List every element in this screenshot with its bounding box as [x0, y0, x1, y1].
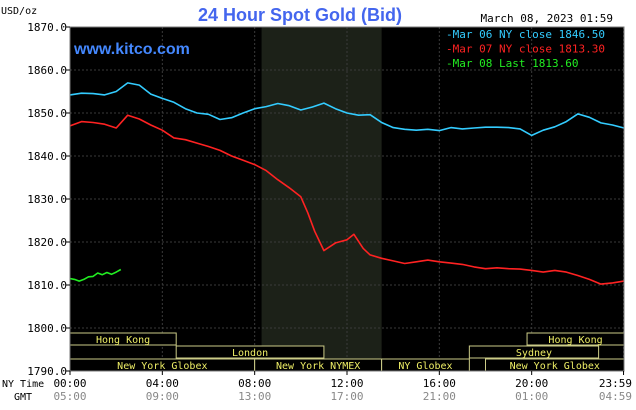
session-bar	[468, 345, 600, 359]
legend: -Mar 06 NY close 1846.50 -Mar 07 NY close…	[446, 28, 605, 70]
watermark: www.kitco.com	[73, 41, 190, 58]
y-tick-label: 1820.0	[27, 236, 67, 249]
y-tick-label: 1790.0	[27, 365, 67, 378]
session-label: New York Globex	[510, 361, 600, 372]
x-tick-label-ny: 00:00	[53, 377, 86, 390]
session-label: Hong Kong	[548, 335, 602, 346]
legend-entry: -Mar 07 NY close 1813.30	[446, 43, 605, 56]
session-bar	[175, 345, 325, 359]
x-tick-label-ny: 16:00	[423, 377, 456, 390]
timestamp: March 08, 2023 01:59	[481, 12, 613, 25]
x-tick-label-gmt: 09:00	[146, 390, 179, 403]
axes: 1870.0 1860.0 1850.0 1840.0 1830.0 1820.0 1810…	[27, 21, 632, 403]
session-label: New York Globex	[117, 361, 207, 372]
session-label: Hong Kong	[96, 335, 150, 346]
nymex-shade	[261, 27, 382, 371]
y-tick-label: 1850.0	[27, 107, 67, 120]
legend-entry: -Mar 06 NY close 1846.50	[446, 28, 605, 41]
x-tick-label-gmt: 05:00	[53, 390, 86, 403]
x-tick-label-gmt: 01:00	[515, 390, 548, 403]
x-tick-label-gmt: 13:00	[238, 390, 271, 403]
chart-title: 24 Hour Spot Gold (Bid)	[198, 5, 402, 25]
gmt-label: GMT	[14, 392, 32, 403]
shaded-session-region	[261, 27, 382, 371]
y-tick-label: 1830.0	[27, 193, 67, 206]
x-tick-label-ny: 04:00	[146, 377, 179, 390]
legend-entry: -Mar 08 Last 1813.60	[446, 57, 578, 70]
y-tick-label: 1870.0	[27, 21, 67, 34]
session-label: London	[232, 348, 268, 359]
series-line-1	[69, 82, 625, 137]
x-tick-label-gmt: 21:00	[423, 390, 456, 403]
y-axis-label: USD/oz	[1, 6, 37, 17]
x-tick-label-gmt: 04:59	[599, 390, 632, 403]
session-label: New York NYMEX	[276, 361, 360, 372]
series-line-2	[69, 114, 625, 285]
series-lines	[69, 82, 625, 285]
ny-time-label: NY Time	[2, 379, 44, 390]
x-tick-label-ny: 20:00	[515, 377, 548, 390]
market-sessions: Hong Kong London New York Globex New York N…	[69, 332, 625, 372]
session-label: Sydney	[516, 348, 552, 359]
x-tick-label-gmt: 17:00	[330, 390, 363, 403]
x-tick-label-ny: 08:00	[238, 377, 271, 390]
y-tick-label: 1800.0	[27, 322, 67, 335]
x-tick-label-ny: 23:59	[599, 377, 632, 390]
y-tick-label: 1840.0	[27, 150, 67, 163]
y-tick-label: 1860.0	[27, 64, 67, 77]
series-line-3	[69, 268, 122, 282]
session-label: NY Globex	[398, 361, 452, 372]
y-tick-label: 1810.0	[27, 279, 67, 292]
x-tick-label-ny: 12:00	[330, 377, 363, 390]
